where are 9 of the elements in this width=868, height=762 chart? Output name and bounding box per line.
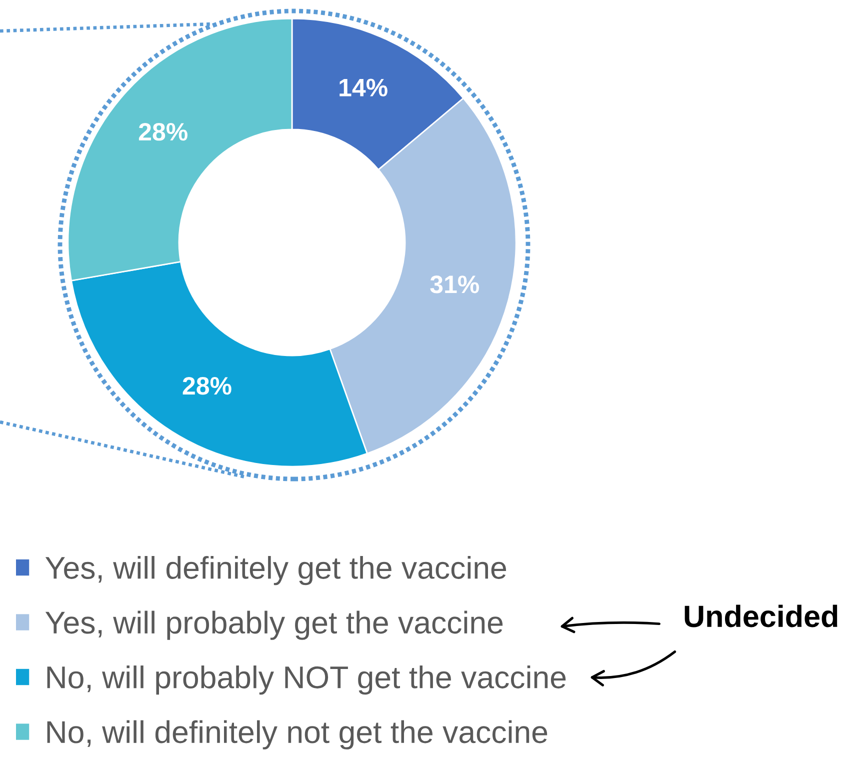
- legend-label: No, will definitely not get the vaccine: [47, 720, 548, 750]
- data-label: 28%: [182, 376, 232, 395]
- data-label: 31%: [430, 276, 480, 294]
- data-label: 28%: [138, 122, 188, 141]
- legend-label: Yes, will probably get the vaccine: [45, 610, 503, 640]
- legend-label: Yes, will definitely get the vaccine: [45, 556, 506, 586]
- text: Undecided: [684, 604, 838, 628]
- data-label: 14%: [340, 78, 388, 96]
- legend-label: No, will probably NOT get the vaccine: [47, 666, 566, 695]
